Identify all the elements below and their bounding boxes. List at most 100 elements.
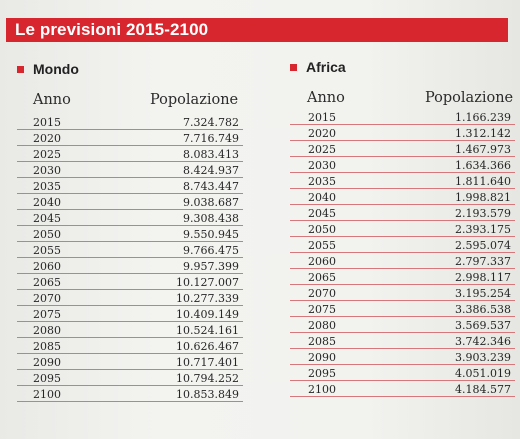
table-row: 2085 3.742.346 [290,333,515,349]
table-row: 2065 2.998.117 [290,269,515,285]
table-row: 2090 3.903.239 [290,349,515,365]
year-cell: 2060 [33,260,61,273]
table-row: 2075 10.409.149 [17,306,243,322]
year-cell: 2085 [33,340,61,353]
population-cell: 3.903.239 [455,351,511,364]
year-cell: 2080 [33,324,61,337]
population-cell: 3.195.254 [455,287,511,300]
mondo-title: Mondo [33,61,79,77]
year-cell: 2030 [33,164,61,177]
table-row: 2080 10.524.161 [17,322,243,338]
table-row: 2035 1.811.640 [290,173,515,189]
year-cell: 2015 [308,111,336,124]
table-row: 2020 7.716.749 [17,130,243,146]
table-row: 2015 7.324.782 [17,114,243,130]
table-row: 2060 9.957.399 [17,258,243,274]
table-row: 2030 8.424.937 [17,162,243,178]
population-cell: 1.811.640 [455,175,511,188]
year-cell: 2020 [33,132,61,145]
year-cell: 2100 [308,383,336,396]
year-cell: 2020 [308,127,336,140]
year-cell: 2045 [33,212,61,225]
population-cell: 10.794.252 [176,372,239,385]
mondo-section: Mondo Anno Popolazione 2015 7.324.782 2020… [17,60,243,402]
africa-year-header: Anno [307,90,345,106]
population-cell: 7.324.782 [183,116,239,129]
population-cell: 1.166.239 [455,111,511,124]
population-cell: 2.595.074 [455,239,511,252]
year-cell: 2100 [33,388,61,401]
year-cell: 2075 [308,303,336,316]
title-bar: Le previsioni 2015-2100 [6,18,508,42]
year-cell: 2070 [33,292,61,305]
year-cell: 2055 [308,239,336,252]
table-row: 2090 10.717.401 [17,354,243,370]
year-cell: 2095 [308,367,336,380]
year-cell: 2095 [33,372,61,385]
year-cell: 2090 [33,356,61,369]
table-row: 2070 3.195.254 [290,285,515,301]
population-cell: 2.193.579 [455,207,511,220]
population-cell: 1.998.821 [455,191,511,204]
population-cell: 9.308.438 [183,212,239,225]
population-cell: 8.083.413 [183,148,239,161]
africa-header: Africa [290,58,515,76]
population-cell: 1.467.973 [455,143,511,156]
year-cell: 2015 [33,116,61,129]
year-cell: 2035 [33,180,61,193]
year-cell: 2070 [308,287,336,300]
population-cell: 2.393.175 [455,223,511,236]
year-cell: 2065 [33,276,61,289]
population-cell: 9.038.687 [183,196,239,209]
population-cell: 10.717.401 [176,356,239,369]
table-row: 2030 1.634.366 [290,157,515,173]
table-row: 2050 9.550.945 [17,226,243,242]
table-row: 2055 9.766.475 [17,242,243,258]
year-cell: 2040 [33,196,61,209]
population-cell: 3.386.538 [455,303,511,316]
red-square-icon [17,65,24,73]
population-cell: 3.742.346 [455,335,511,348]
mondo-population-header: Popolazione [150,92,239,108]
year-cell: 2035 [308,175,336,188]
population-cell: 9.550.945 [183,228,239,241]
table-row: 2025 1.467.973 [290,141,515,157]
table-row: 2015 1.166.239 [290,109,515,125]
population-cell: 9.957.399 [183,260,239,273]
year-cell: 2025 [33,148,61,161]
population-cell: 9.766.475 [183,244,239,257]
population-cell: 1.634.366 [455,159,511,172]
table-row: 2065 10.127.007 [17,274,243,290]
population-cell: 10.626.467 [176,340,239,353]
table-row: 2075 3.386.538 [290,301,515,317]
mondo-year-header: Anno [33,92,71,108]
africa-table: 2015 1.166.239 2020 1.312.142 2025 1.467.973 2… [290,109,515,397]
table-row: 2095 10.794.252 [17,370,243,386]
population-cell: 4.184.577 [455,383,511,396]
table-row: 2060 2.797.337 [290,253,515,269]
population-cell: 10.524.161 [176,324,239,337]
table-row: 2070 10.277.339 [17,290,243,306]
table-row: 2080 3.569.537 [290,317,515,333]
year-cell: 2025 [308,143,336,156]
africa-title: Africa [306,59,346,75]
year-cell: 2030 [308,159,336,172]
mondo-header: Mondo [17,60,243,78]
table-row: 2025 8.083.413 [17,146,243,162]
africa-population-header: Popolazione [425,90,514,106]
table-row: 2020 1.312.142 [290,125,515,141]
population-cell: 2.998.117 [455,271,511,284]
table-row: 2045 2.193.579 [290,205,515,221]
population-cell: 4.051.019 [455,367,511,380]
year-cell: 2045 [308,207,336,220]
table-row: 2095 4.051.019 [290,365,515,381]
year-cell: 2060 [308,255,336,268]
table-row: 2100 10.853.849 [17,386,243,402]
population-cell: 1.312.142 [455,127,511,140]
table-row: 2085 10.626.467 [17,338,243,354]
page-title: Le previsioni 2015-2100 [15,20,209,39]
population-cell: 3.569.537 [455,319,511,332]
year-cell: 2085 [308,335,336,348]
year-cell: 2065 [308,271,336,284]
population-cell: 8.424.937 [183,164,239,177]
